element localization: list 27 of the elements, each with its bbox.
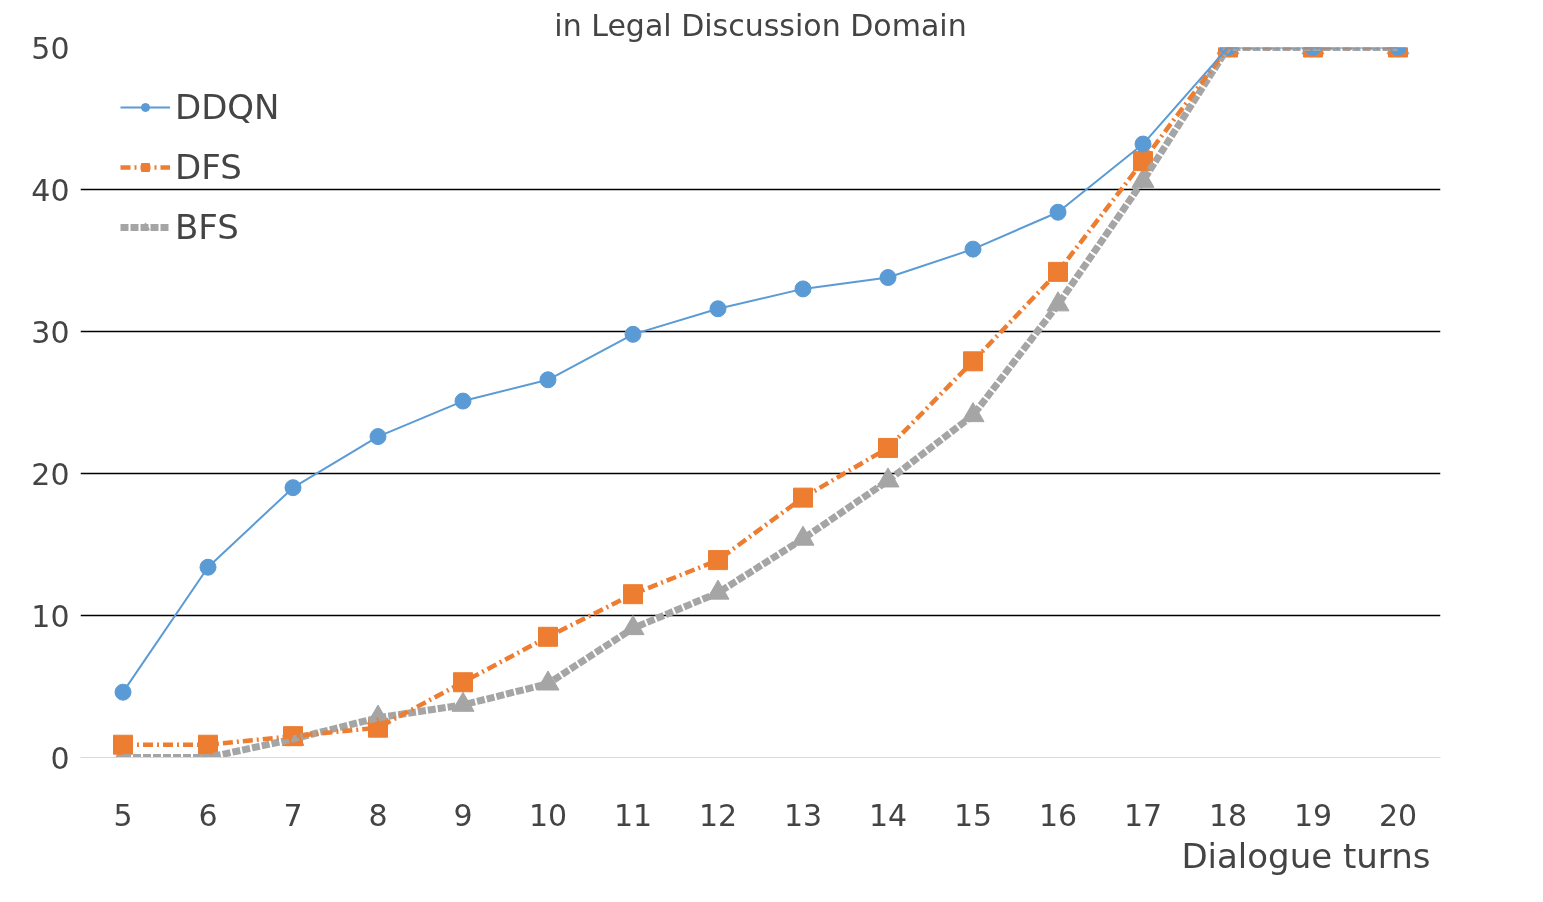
x-tick-label: 20 [1378, 797, 1418, 833]
chart-title: in Legal Discussion Domain [554, 7, 967, 43]
x-axis-title: Dialogue turns [1181, 835, 1431, 876]
y-tick-label: 30 [31, 314, 70, 350]
legend-label: DFS [175, 147, 242, 187]
y-tick-label: 20 [31, 456, 70, 492]
legend-label: DDQN [175, 87, 280, 127]
x-tick-label: 16 [1038, 797, 1078, 833]
x-tick-label: 7 [283, 797, 303, 833]
x-tick-label: 17 [1123, 797, 1163, 833]
y-tick-label: 50 [31, 30, 70, 66]
x-tick-label: 10 [528, 797, 568, 833]
x-tick-label: 19 [1293, 797, 1333, 833]
x-tick-label: 8 [368, 797, 388, 833]
x-tick-label: 14 [868, 797, 908, 833]
x-tick-label: 18 [1208, 797, 1248, 833]
x-tick-label: 12 [698, 797, 738, 833]
x-tick-label: 15 [953, 797, 993, 833]
x-tick-label: 9 [453, 797, 473, 833]
x-tick-label: 11 [613, 797, 653, 833]
x-tick-label: 6 [198, 797, 218, 833]
x-tick-label: 13 [783, 797, 823, 833]
y-tick-label: 40 [31, 172, 70, 208]
y-tick-label: 10 [31, 598, 70, 634]
y-tick-label: 0 [50, 740, 70, 776]
x-tick-label: 5 [113, 797, 133, 833]
legend-label: BFS [175, 207, 239, 247]
